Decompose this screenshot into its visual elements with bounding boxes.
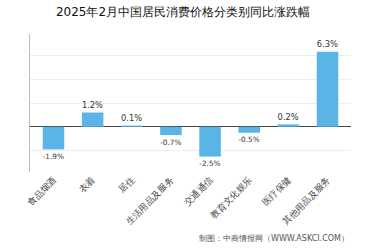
svg-text:1.2%: 1.2% [82,100,103,110]
svg-text:教育文化娱乐: 教育文化娱乐 [209,175,254,220]
svg-text:制图：中商情报网（WWW.ASKCI.COM）: 制图：中商情报网（WWW.ASKCI.COM） [199,234,349,243]
svg-text:2025年2月中国居民消费价格分类别同比涨跌幅: 2025年2月中国居民消费价格分类别同比涨跌幅 [56,5,310,19]
svg-text:食品烟酒: 食品烟酒 [26,175,59,208]
svg-text:生活用品及服务: 生活用品及服务 [124,175,176,227]
svg-text:居住: 居住 [117,175,137,195]
svg-text:交通通信: 交通通信 [182,175,215,208]
svg-text:其他用品及服务: 其他用品及服务 [280,175,332,227]
svg-text:-0.7%: -0.7% [160,138,181,147]
svg-text:-2.5%: -2.5% [199,159,220,168]
svg-text:医疗保健: 医疗保健 [260,175,293,208]
svg-text:-0.5%: -0.5% [238,135,259,144]
svg-text:0.2%: 0.2% [278,112,299,122]
svg-text:6.3%: 6.3% [317,39,338,49]
svg-text:衣着: 衣着 [77,175,97,195]
svg-text:-1.9%: -1.9% [43,152,64,161]
svg-text:0.1%: 0.1% [121,113,142,123]
